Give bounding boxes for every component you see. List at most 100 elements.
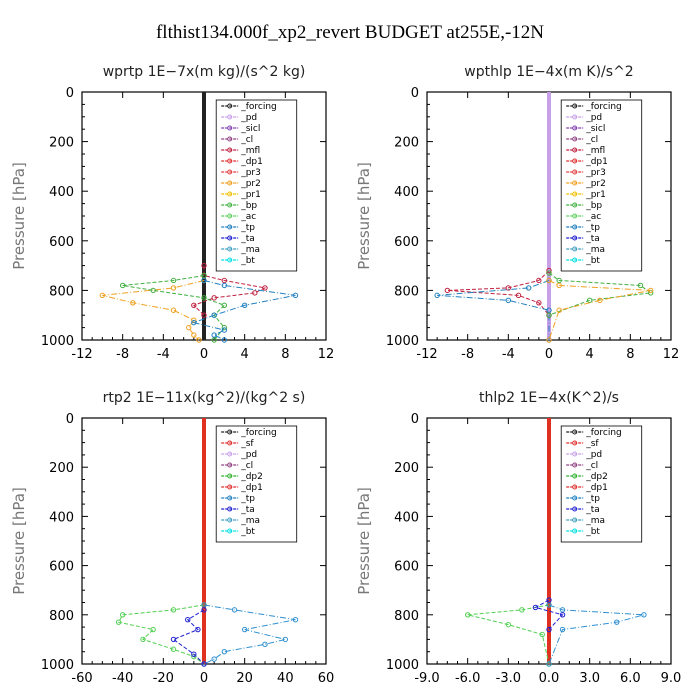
legend-marker — [227, 147, 233, 153]
series-line-tp — [203, 604, 296, 665]
x-tick-label: -9.0 — [414, 671, 439, 686]
series-point — [201, 661, 207, 667]
x-tick-label: 0.0 — [539, 671, 560, 686]
legend-marker — [227, 180, 233, 186]
legend-marker — [227, 125, 233, 131]
x-tick-label: 4 — [586, 347, 594, 362]
series-point — [546, 597, 552, 603]
series-point — [434, 292, 440, 299]
series-point — [170, 307, 177, 313]
y-tick-label: 0 — [66, 86, 74, 101]
x-tick-label: -8 — [116, 347, 129, 362]
series-line-tp — [192, 279, 296, 341]
x-tick-label: -60 — [71, 671, 92, 686]
series-point — [505, 297, 512, 304]
series-point — [221, 302, 228, 308]
series-point — [546, 626, 552, 633]
legend-marker — [572, 136, 578, 142]
series-point — [195, 626, 201, 633]
legend-label: _ma — [585, 516, 605, 526]
legend-label: _bt — [585, 256, 600, 266]
legend-label: _tp — [240, 223, 255, 233]
legend-marker — [572, 169, 578, 175]
figure-title: flthist134.000f_xp2_revert BUDGET at255E… — [156, 22, 544, 43]
series-point — [150, 287, 156, 294]
series-point — [292, 617, 299, 623]
legend-marker — [227, 235, 233, 241]
chart-panel-4: thlp2 1E−4x(K^2)/s Pressure [hPa] -9.0 -6.0… — [355, 390, 681, 686]
legend: _forcing_pd_sicl_cl_mfl_dp1_pr3_pr2_pr1_… — [560, 99, 643, 272]
legend-marker — [572, 213, 578, 219]
series-point — [186, 324, 192, 331]
series-point — [150, 626, 156, 633]
x-tick-label: 0 — [200, 671, 208, 686]
legend-label: _pr2 — [240, 179, 261, 189]
legend-marker — [227, 202, 233, 208]
series-point — [546, 307, 552, 313]
legend-label: _ma — [240, 245, 260, 255]
series-point — [201, 312, 207, 318]
legend-marker — [227, 191, 233, 197]
series-point — [119, 612, 126, 618]
series-line-dp1 — [467, 604, 550, 665]
series-point — [221, 282, 228, 289]
legend-label: _pd — [585, 450, 602, 460]
series-point — [505, 285, 512, 291]
series-point — [559, 607, 566, 613]
series-point — [119, 282, 126, 289]
series-point — [99, 292, 106, 299]
series-point — [170, 636, 177, 643]
legend-marker — [572, 103, 578, 109]
legend-marker — [572, 147, 578, 153]
x-tick-label: 20 — [236, 671, 253, 686]
x-tick-label: -12 — [416, 347, 437, 362]
y-tick-label: 600 — [394, 235, 419, 250]
legend-marker — [572, 484, 578, 490]
legend-marker — [572, 114, 578, 120]
legend-marker — [572, 202, 578, 208]
x-tick-label: -6.0 — [455, 671, 480, 686]
series-point — [614, 619, 620, 625]
legend-label: _pd — [240, 113, 257, 123]
series-point — [201, 262, 207, 269]
legend-label: _cl — [585, 461, 598, 471]
x-tick-label: 12 — [318, 347, 335, 362]
x-tick-label: 8 — [626, 347, 634, 362]
legend: _forcing_sf_pd_cl_dp2_dp1_tp_ta_ma_bt — [560, 425, 643, 543]
panel-title: wprtp 1E−7x(m kg)/(s^2 kg) — [103, 64, 306, 80]
y-tick-label: 800 — [394, 284, 419, 299]
legend-marker — [572, 158, 578, 164]
legend-marker — [572, 451, 578, 457]
legend-marker — [572, 528, 578, 534]
series-point — [221, 327, 228, 333]
series-point — [262, 285, 268, 291]
legend-label: _ma — [240, 516, 260, 526]
series-point — [201, 607, 207, 613]
x-tick-label: -4 — [502, 347, 515, 362]
series-point — [211, 312, 217, 318]
series-point — [201, 277, 207, 284]
legend-marker — [227, 224, 233, 230]
legend-marker — [227, 136, 233, 142]
legend-label: _forcing — [585, 102, 622, 112]
series-line-tp — [548, 604, 645, 665]
legend-label: _sicl — [240, 124, 260, 134]
series-point — [211, 656, 217, 662]
series-point — [211, 332, 217, 338]
legend-label: _forcing — [240, 102, 277, 112]
y-tick-label: 0 — [66, 412, 74, 427]
y-tick-label: 1000 — [386, 658, 419, 673]
series-point — [115, 619, 122, 625]
legend-label: _dp1 — [585, 483, 608, 493]
series-point — [241, 626, 248, 633]
chart-panel-1: wprtp 1E−7x(m kg)/(s^2 kg) Pressure [hPa]… — [10, 64, 334, 362]
legend-marker — [572, 235, 578, 241]
legend-marker — [227, 114, 233, 120]
series-point — [196, 337, 202, 343]
y-tick-label: 800 — [49, 284, 74, 299]
legend-label: _pr3 — [585, 168, 606, 178]
legend-label: _ta — [585, 505, 600, 515]
series-line-mfl — [447, 270, 550, 316]
x-tick-label: 4 — [241, 347, 249, 362]
x-tick-label: -4 — [157, 347, 170, 362]
